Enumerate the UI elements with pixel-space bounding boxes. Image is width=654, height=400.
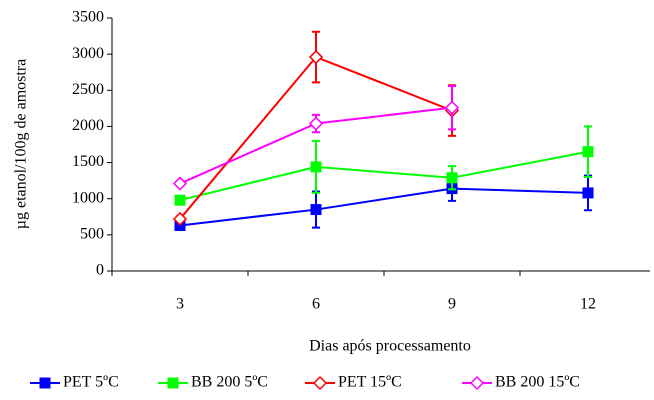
marker — [308, 49, 324, 65]
marker — [174, 194, 186, 206]
marker — [444, 100, 460, 115]
marker — [310, 161, 322, 173]
marker — [308, 116, 324, 131]
marker — [172, 176, 188, 191]
marker — [312, 375, 328, 391]
marker — [167, 377, 179, 389]
legend-label: BB 200 5ºC — [191, 374, 268, 391]
marker — [582, 146, 594, 158]
series-line — [179, 187, 589, 227]
legend-label: PET 5ºC — [63, 374, 119, 391]
marker — [310, 204, 322, 216]
series-line — [179, 150, 589, 202]
x-tick-label: 6 — [312, 296, 320, 313]
y-tick-label: 1500 — [72, 153, 104, 170]
x-axis-label: Dias após processamento — [309, 338, 471, 355]
x-tick-label: 3 — [176, 296, 184, 313]
y-tick-label: 1000 — [72, 189, 104, 206]
y-tick-label: 0 — [96, 262, 104, 279]
legend-label: PET 15ºC — [338, 374, 402, 391]
legend-label: BB 200 15ºC — [495, 374, 580, 391]
y-axis-label: µg etanol/100g de amostra — [13, 59, 30, 230]
marker — [172, 211, 188, 227]
y-tick-label: 2000 — [72, 117, 104, 134]
y-tick-label: 3500 — [72, 9, 104, 26]
marker — [446, 172, 458, 184]
marker — [39, 377, 51, 389]
x-tick-label: 12 — [580, 296, 596, 313]
x-tick-label: 9 — [448, 296, 456, 313]
marker — [469, 375, 485, 391]
marker — [582, 187, 594, 199]
y-tick-label: 3000 — [72, 45, 104, 62]
y-tick-label: 2500 — [72, 81, 104, 98]
y-tick-label: 500 — [80, 226, 104, 243]
